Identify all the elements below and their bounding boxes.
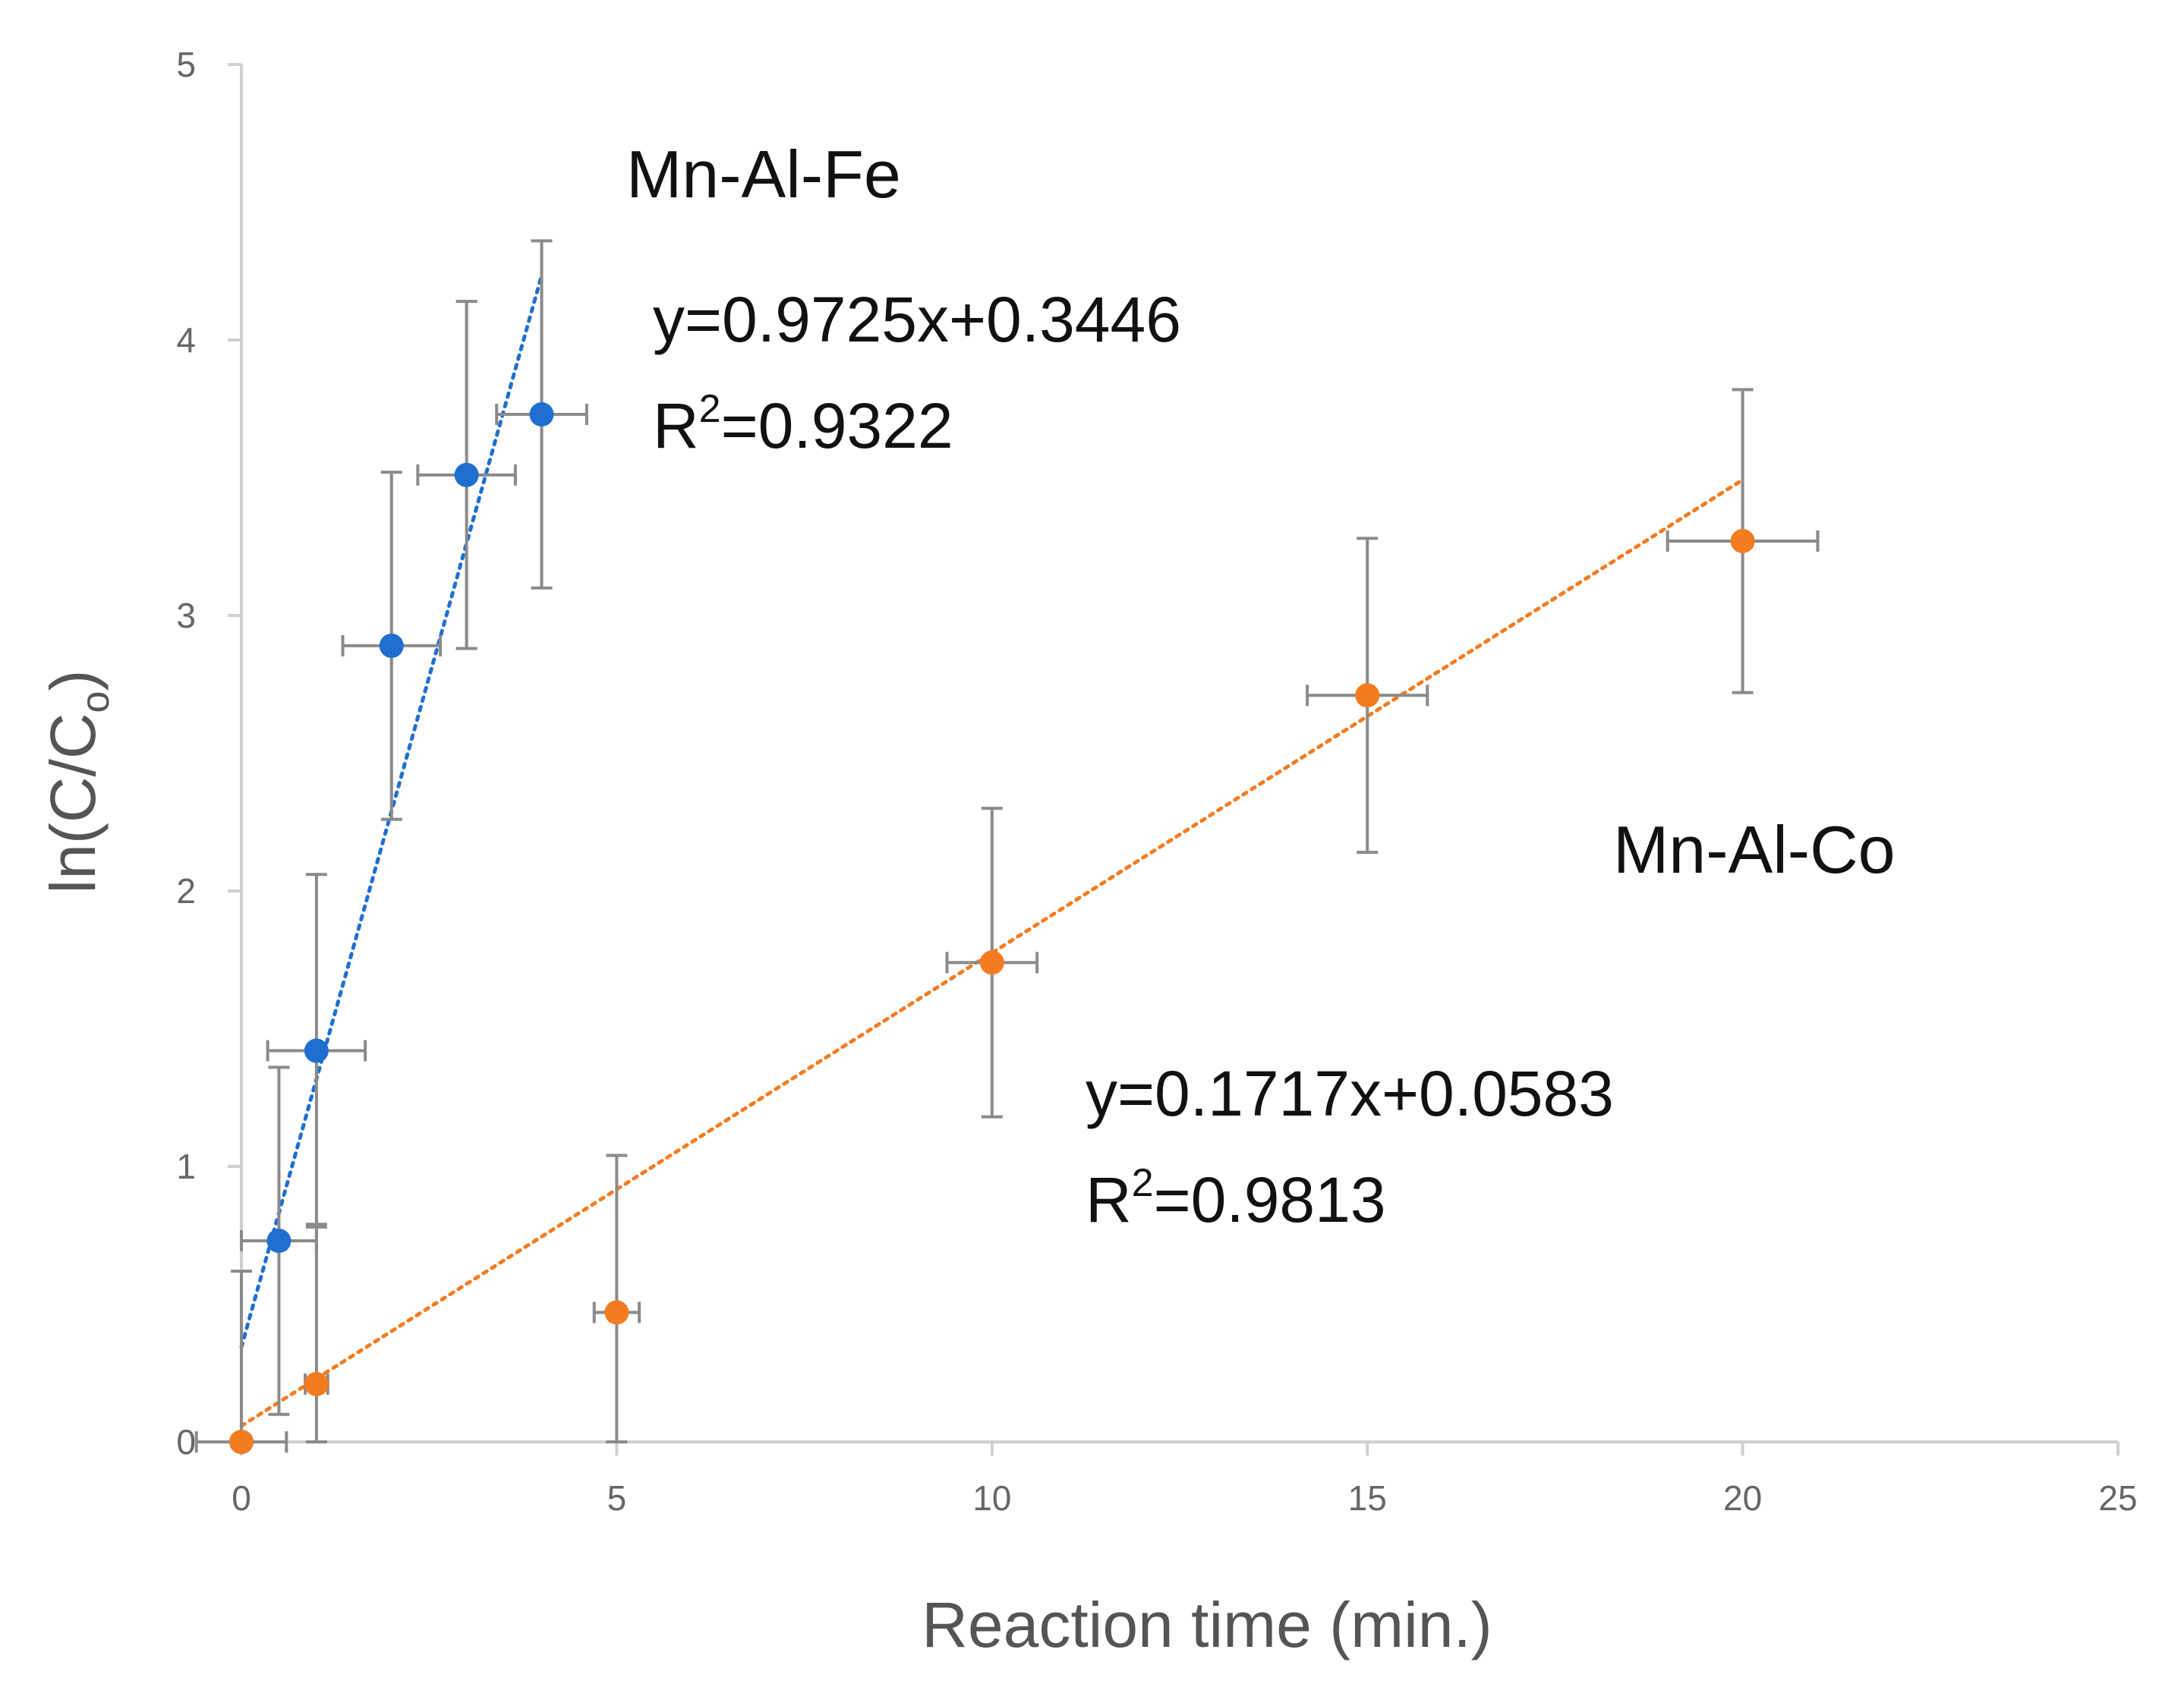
y-axis-title-main: ln(C/C xyxy=(37,713,109,893)
data-point-mn-al-co xyxy=(979,950,1004,975)
data-point-mn-al-fe xyxy=(304,1038,329,1063)
data-point-mn-al-co xyxy=(604,1300,629,1325)
y-axis-title-close: ) xyxy=(37,670,109,691)
y-axis-title-subscript: o xyxy=(74,691,118,713)
series-label-mn-al-co: Mn-Al-Co xyxy=(1613,812,1896,887)
y-tick-label: 3 xyxy=(176,596,196,635)
data-point-mn-al-fe xyxy=(379,633,404,658)
r2-superscript: 2 xyxy=(1132,1161,1154,1205)
r2-mn-al-co: R2=0.9813 xyxy=(1086,1161,1386,1235)
data-point-mn-al-co xyxy=(1730,528,1755,553)
series-label-mn-al-fe: Mn-Al-Fe xyxy=(626,137,901,212)
data-point-mn-al-fe xyxy=(266,1229,292,1254)
r2-prefix: R xyxy=(653,390,699,461)
r2-mn-al-fe: R2=0.9322 xyxy=(653,387,953,461)
y-tick-label: 5 xyxy=(176,45,196,84)
axes xyxy=(240,65,2118,1443)
y-tick-label: 1 xyxy=(176,1147,196,1186)
x-axis-title: Reaction time (min.) xyxy=(922,1589,1492,1660)
data-point-mn-al-fe xyxy=(454,462,479,487)
r2-value: =0.9813 xyxy=(1154,1164,1386,1235)
data-point-mn-al-fe xyxy=(529,402,554,427)
data-point-mn-al-co xyxy=(304,1371,329,1396)
data-markers xyxy=(229,402,1755,1454)
equation-mn-al-co: y=0.1717x+0.0583 xyxy=(1086,1058,1614,1129)
error-bars xyxy=(194,239,1820,1453)
y-tick-label: 0 xyxy=(176,1422,196,1462)
y-tick-label: 2 xyxy=(176,871,196,911)
data-point-mn-al-co xyxy=(1355,683,1380,708)
y-axis-title: ln(C/Co) xyxy=(37,670,118,894)
r2-superscript: 2 xyxy=(699,387,721,431)
x-tick-label: 20 xyxy=(1723,1478,1762,1518)
data-point-mn-al-co xyxy=(229,1430,254,1454)
x-tick-label: 5 xyxy=(607,1478,627,1518)
x-tick-label: 15 xyxy=(1348,1478,1387,1518)
r2-value: =0.9322 xyxy=(721,390,953,461)
ticks: 0 1 2 3 4 5 0 5 10 15 20 25 xyxy=(176,45,2137,1518)
x-tick-label: 25 xyxy=(2098,1478,2137,1518)
y-tick-label: 4 xyxy=(176,320,196,360)
r2-prefix: R xyxy=(1086,1164,1132,1235)
x-tick-label: 10 xyxy=(972,1478,1011,1518)
x-tick-label: 0 xyxy=(232,1478,251,1518)
equation-mn-al-fe: y=0.9725x+0.3446 xyxy=(653,284,1181,355)
